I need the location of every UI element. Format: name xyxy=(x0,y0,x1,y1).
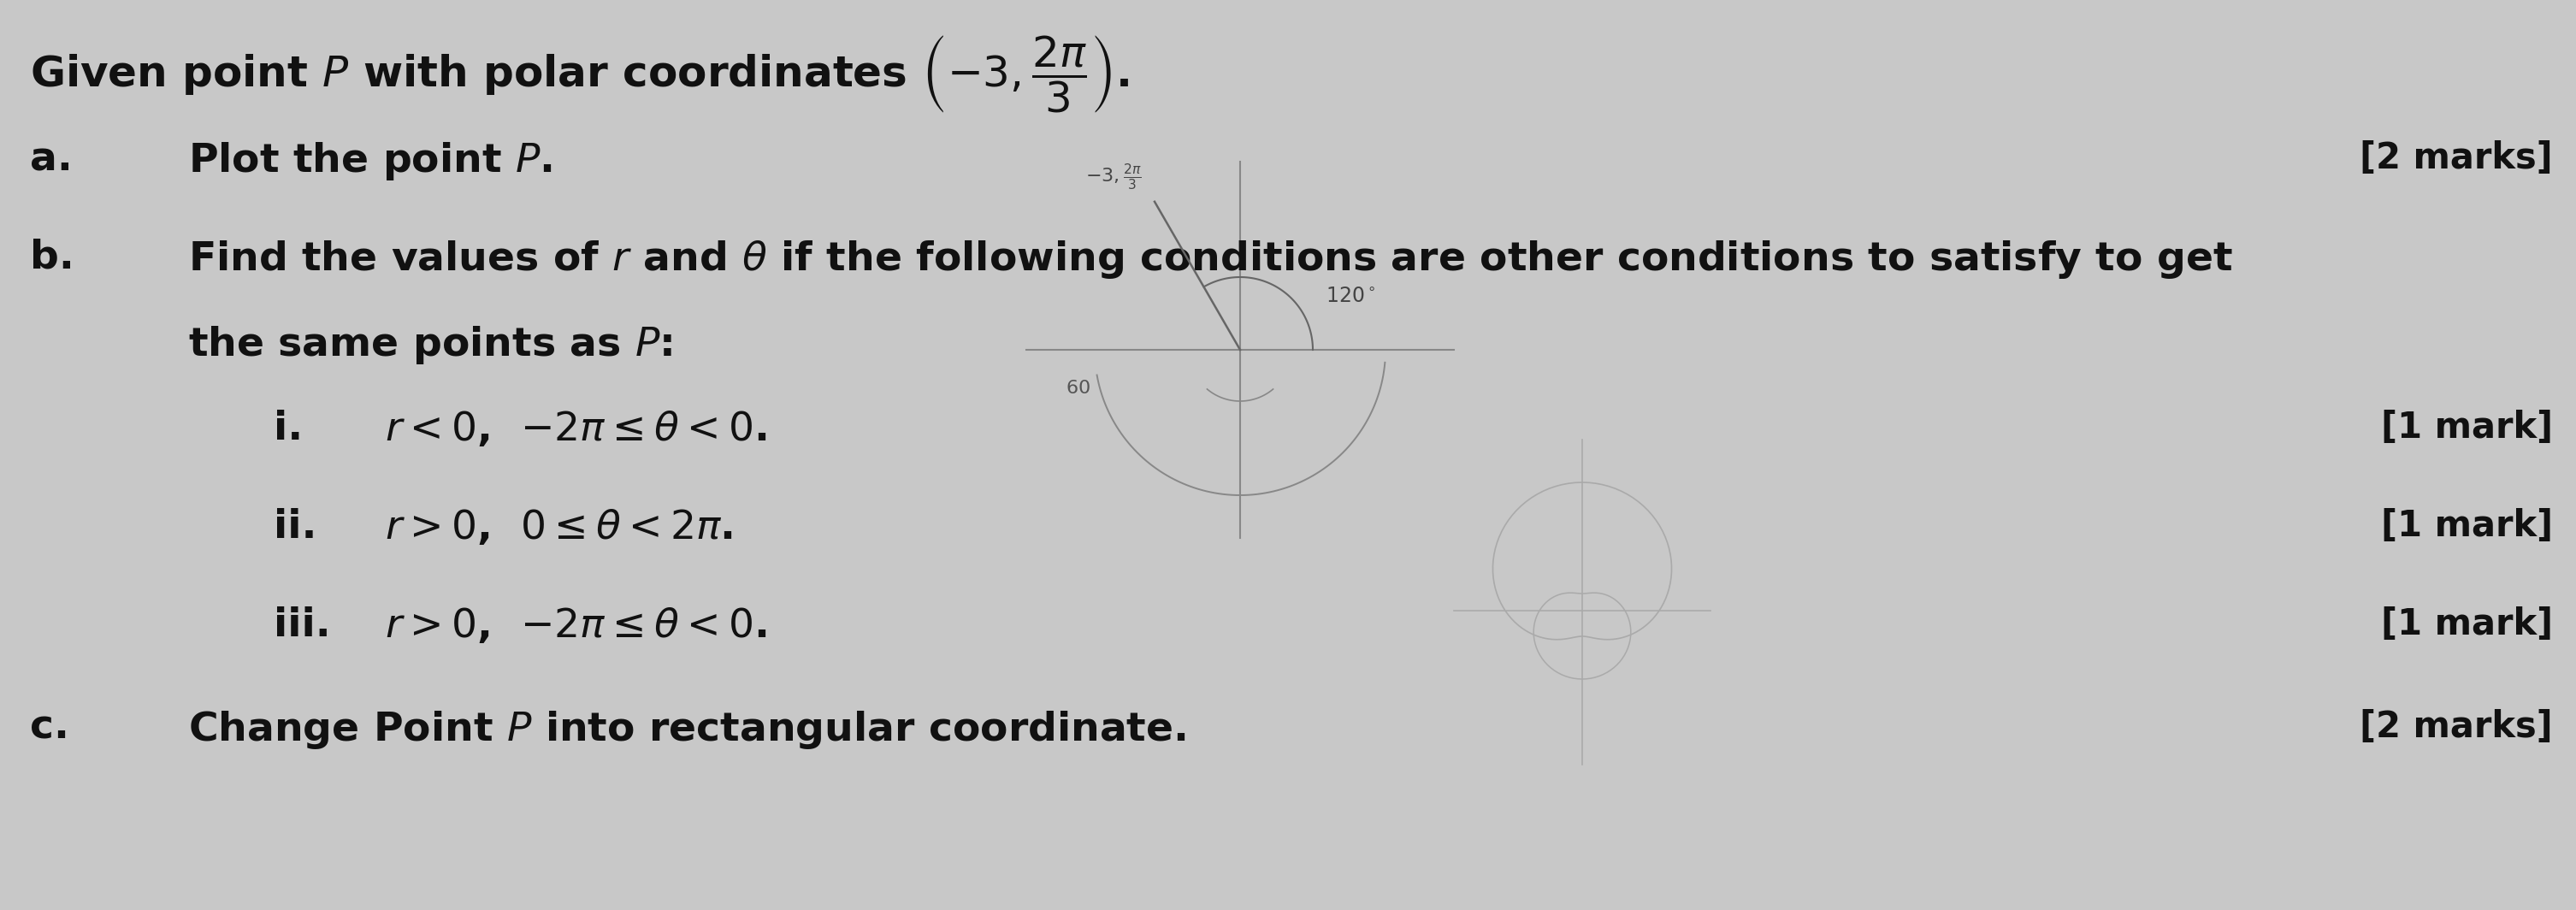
Text: b.: b. xyxy=(31,238,75,278)
Text: [1 mark]: [1 mark] xyxy=(2380,606,2553,642)
Text: Plot the point $P$.: Plot the point $P$. xyxy=(188,140,551,182)
Text: Given point $P$ with polar coordinates $\left(-3,\dfrac{2\pi}{3}\right)$.: Given point $P$ with polar coordinates $… xyxy=(31,34,1128,115)
Text: $r > 0$,  $0 \leq \theta < 2\pi$.: $r > 0$, $0 \leq \theta < 2\pi$. xyxy=(384,508,734,548)
Text: $120^\circ$: $120^\circ$ xyxy=(1327,287,1376,307)
Text: $60$: $60$ xyxy=(1066,379,1090,397)
Text: $r > 0$,  $-2\pi \leq \theta < 0$.: $r > 0$, $-2\pi \leq \theta < 0$. xyxy=(384,606,768,646)
Text: [1 mark]: [1 mark] xyxy=(2380,508,2553,544)
Text: iii.: iii. xyxy=(273,606,330,645)
Text: a.: a. xyxy=(31,140,72,178)
Text: c.: c. xyxy=(31,709,70,747)
Text: [2 marks]: [2 marks] xyxy=(2360,140,2553,177)
Text: i.: i. xyxy=(273,410,304,448)
Text: $r < 0$,  $-2\pi \leq \theta < 0$.: $r < 0$, $-2\pi \leq \theta < 0$. xyxy=(384,410,768,449)
Text: ii.: ii. xyxy=(273,508,317,547)
Text: [2 marks]: [2 marks] xyxy=(2360,709,2553,745)
Text: $-3,\frac{2\pi}{3}$: $-3,\frac{2\pi}{3}$ xyxy=(1084,161,1141,191)
Text: Find the values of $r$ and $\theta$ if the following conditions are other condit: Find the values of $r$ and $\theta$ if t… xyxy=(188,238,2233,280)
Text: the same points as $P$:: the same points as $P$: xyxy=(188,324,672,366)
Text: [1 mark]: [1 mark] xyxy=(2380,410,2553,446)
Text: Change Point $P$ into rectangular coordinate.: Change Point $P$ into rectangular coordi… xyxy=(188,709,1185,751)
